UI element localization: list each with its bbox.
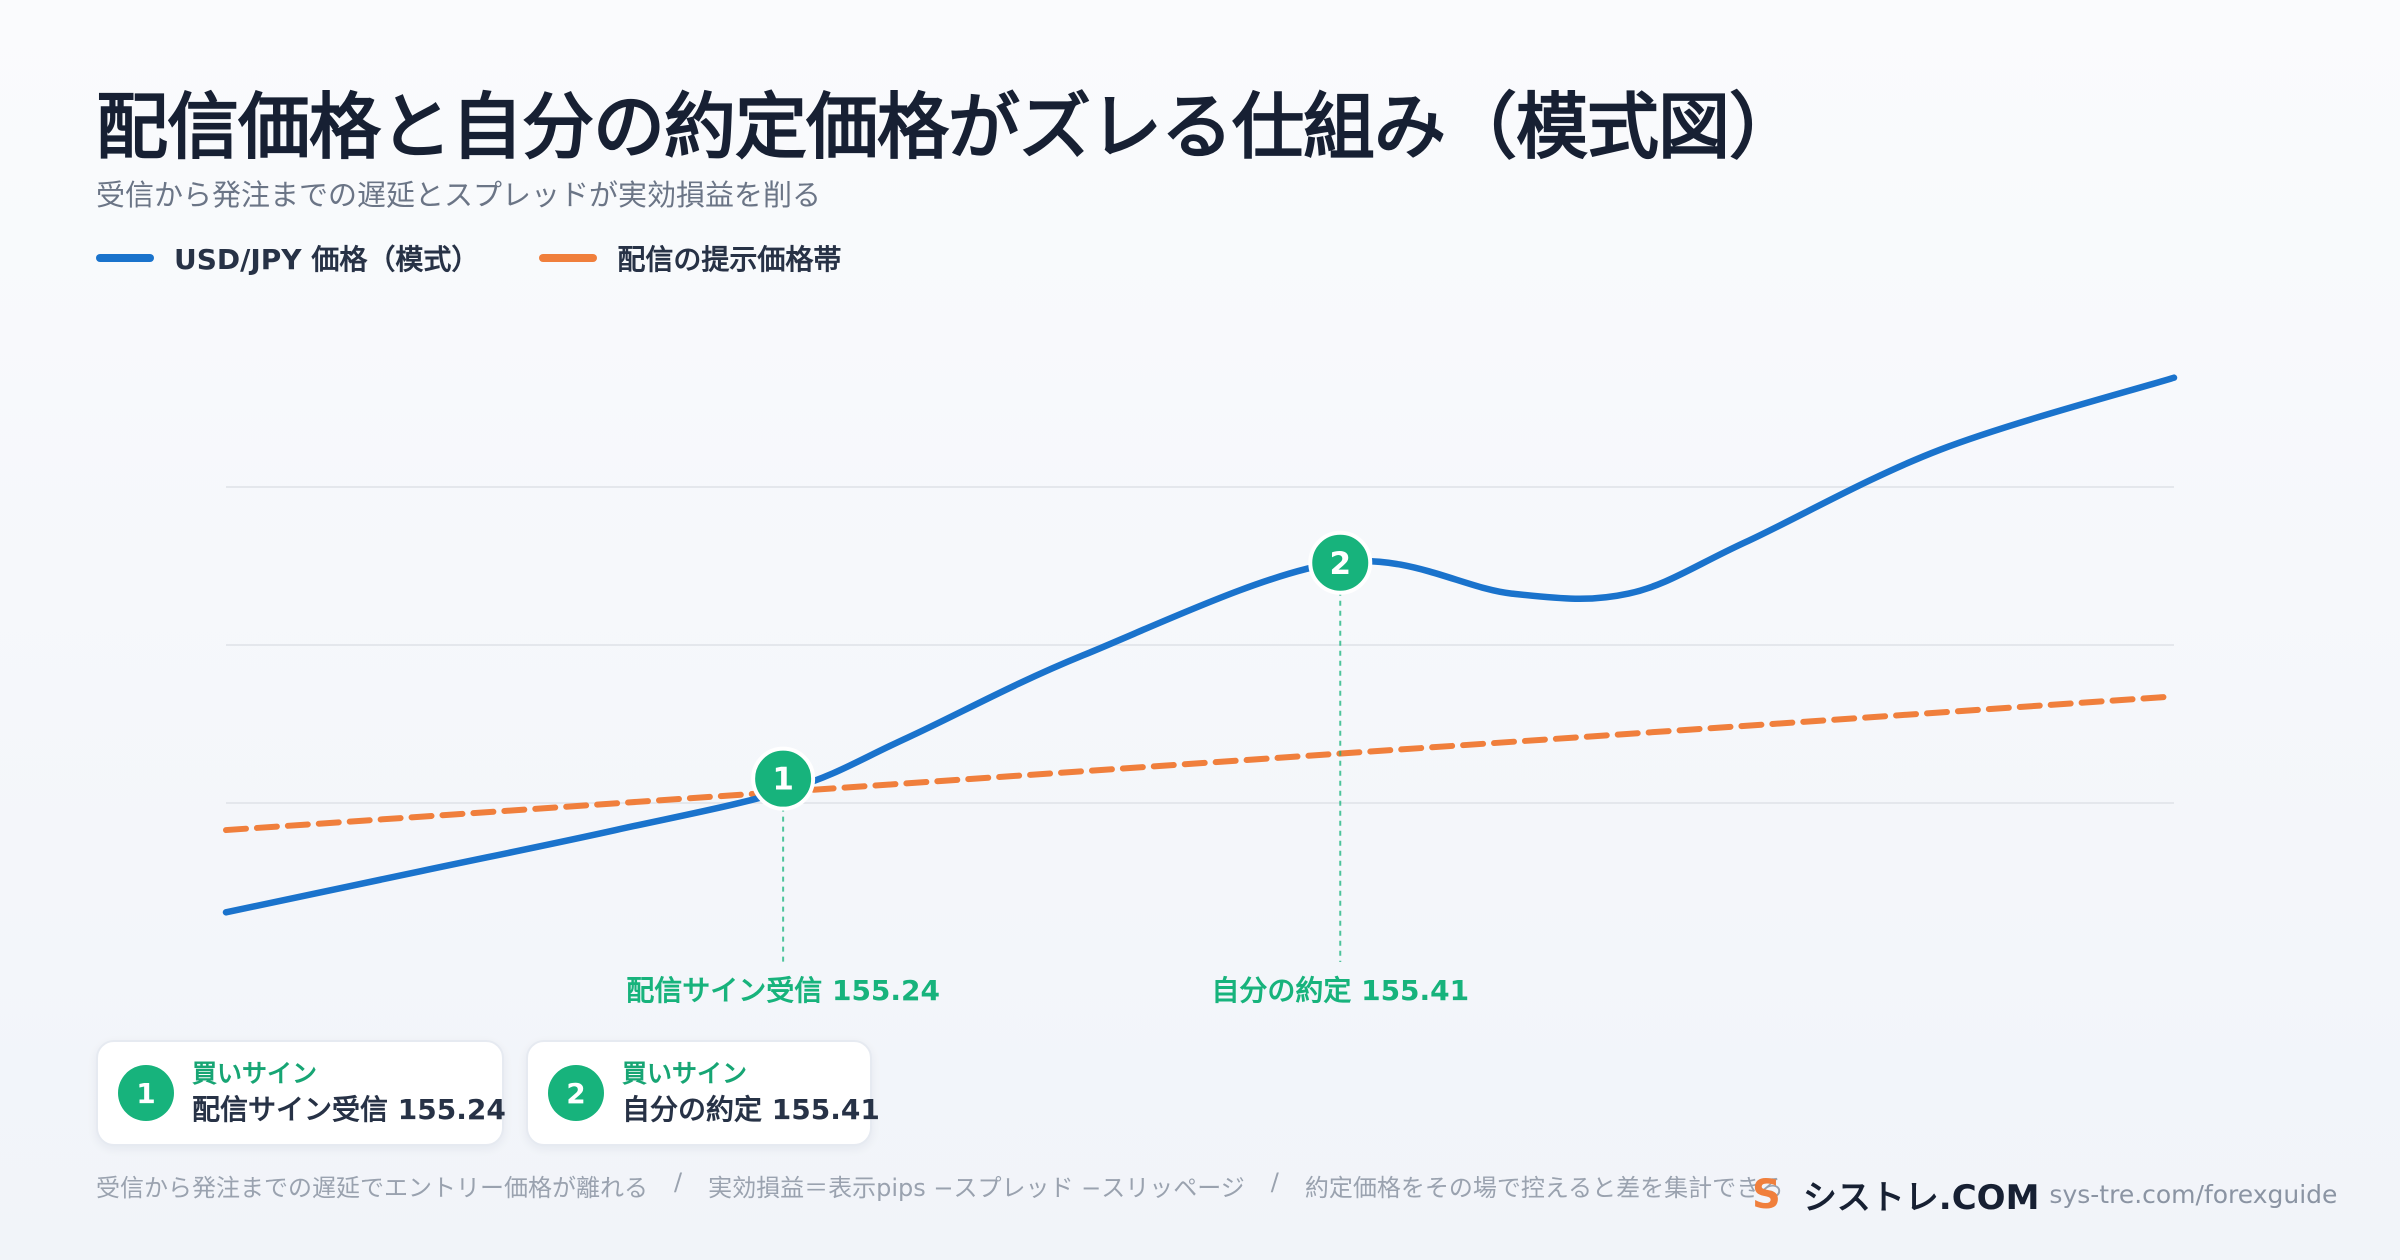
callout-text: 配信サイン受信 155.24 <box>192 1093 506 1126</box>
legend-swatch-price <box>96 254 154 262</box>
footer-notes: 受信から発注までの遅延でエントリー価格が離れる / 実効損益＝表示pips −ス… <box>96 1168 1784 1203</box>
callout-badge-2: 2 <box>548 1065 604 1121</box>
series-line-band <box>223 693 2177 834</box>
callout-signal: 1 買いサイン 配信サイン受信 155.24 <box>96 1040 506 1146</box>
marker-label-1: 配信サイン受信 155.24 <box>626 974 940 1007</box>
footer-note: 受信から発注までの遅延でエントリー価格が離れる <box>96 1174 648 1202</box>
callout-text: 自分の約定 155.41 <box>622 1093 880 1126</box>
price-chart: 1 配信サイン受信 155.24 2 自分の約定 155.41 <box>222 374 2178 1007</box>
page-subtitle: 受信から発注までの遅延とスプレッドが実効損益を削る <box>96 178 822 212</box>
callout-fill: 2 買いサイン 自分の約定 155.41 <box>526 1040 880 1146</box>
marker-number-2: 2 <box>1329 546 1351 582</box>
marker-point-2 <box>1308 530 1373 595</box>
marker-point-1 <box>751 746 816 811</box>
brand: S シストレ.COM sys-tre.com/forexguide <box>1752 1170 2337 1219</box>
footer-separator: / <box>1270 1168 1279 1196</box>
callout-kicker: 買いサイン <box>622 1059 748 1088</box>
footer-note: 実効損益＝表示pips −スプレッド −スリッページ <box>708 1174 1245 1202</box>
brand-logo-icon: S <box>1752 1171 1781 1218</box>
brand-name: シストレ.COM <box>1802 1178 2040 1218</box>
legend-label-band: 配信の提示価格帯 <box>617 243 842 276</box>
legend-item-price: USD/JPY 価格（模式） <box>96 238 479 278</box>
page-title: 配信価格と自分の約定価格がズレる仕組み（模式図） <box>96 85 1801 169</box>
series-line-price <box>222 374 2178 916</box>
legend-swatch-band <box>539 254 598 262</box>
callout-badge-1: 1 <box>118 1065 174 1121</box>
footer-separator: / <box>674 1168 683 1196</box>
legend-label-price: USD/JPY 価格（模式） <box>174 243 480 276</box>
marker-label-2: 自分の約定 155.41 <box>1211 974 1469 1007</box>
brand-url: sys-tre.com/forexguide <box>2049 1180 2338 1209</box>
marker-number-1: 1 <box>772 762 794 798</box>
footer-note: 約定価格をその場で控えると差を集計できる <box>1304 1174 1784 1202</box>
legend-item-band: 配信の提示価格帯 <box>539 238 841 278</box>
chart-legend: USD/JPY 価格（模式） 配信の提示価格帯 <box>96 238 841 278</box>
callout-kicker: 買いサイン <box>192 1059 318 1088</box>
